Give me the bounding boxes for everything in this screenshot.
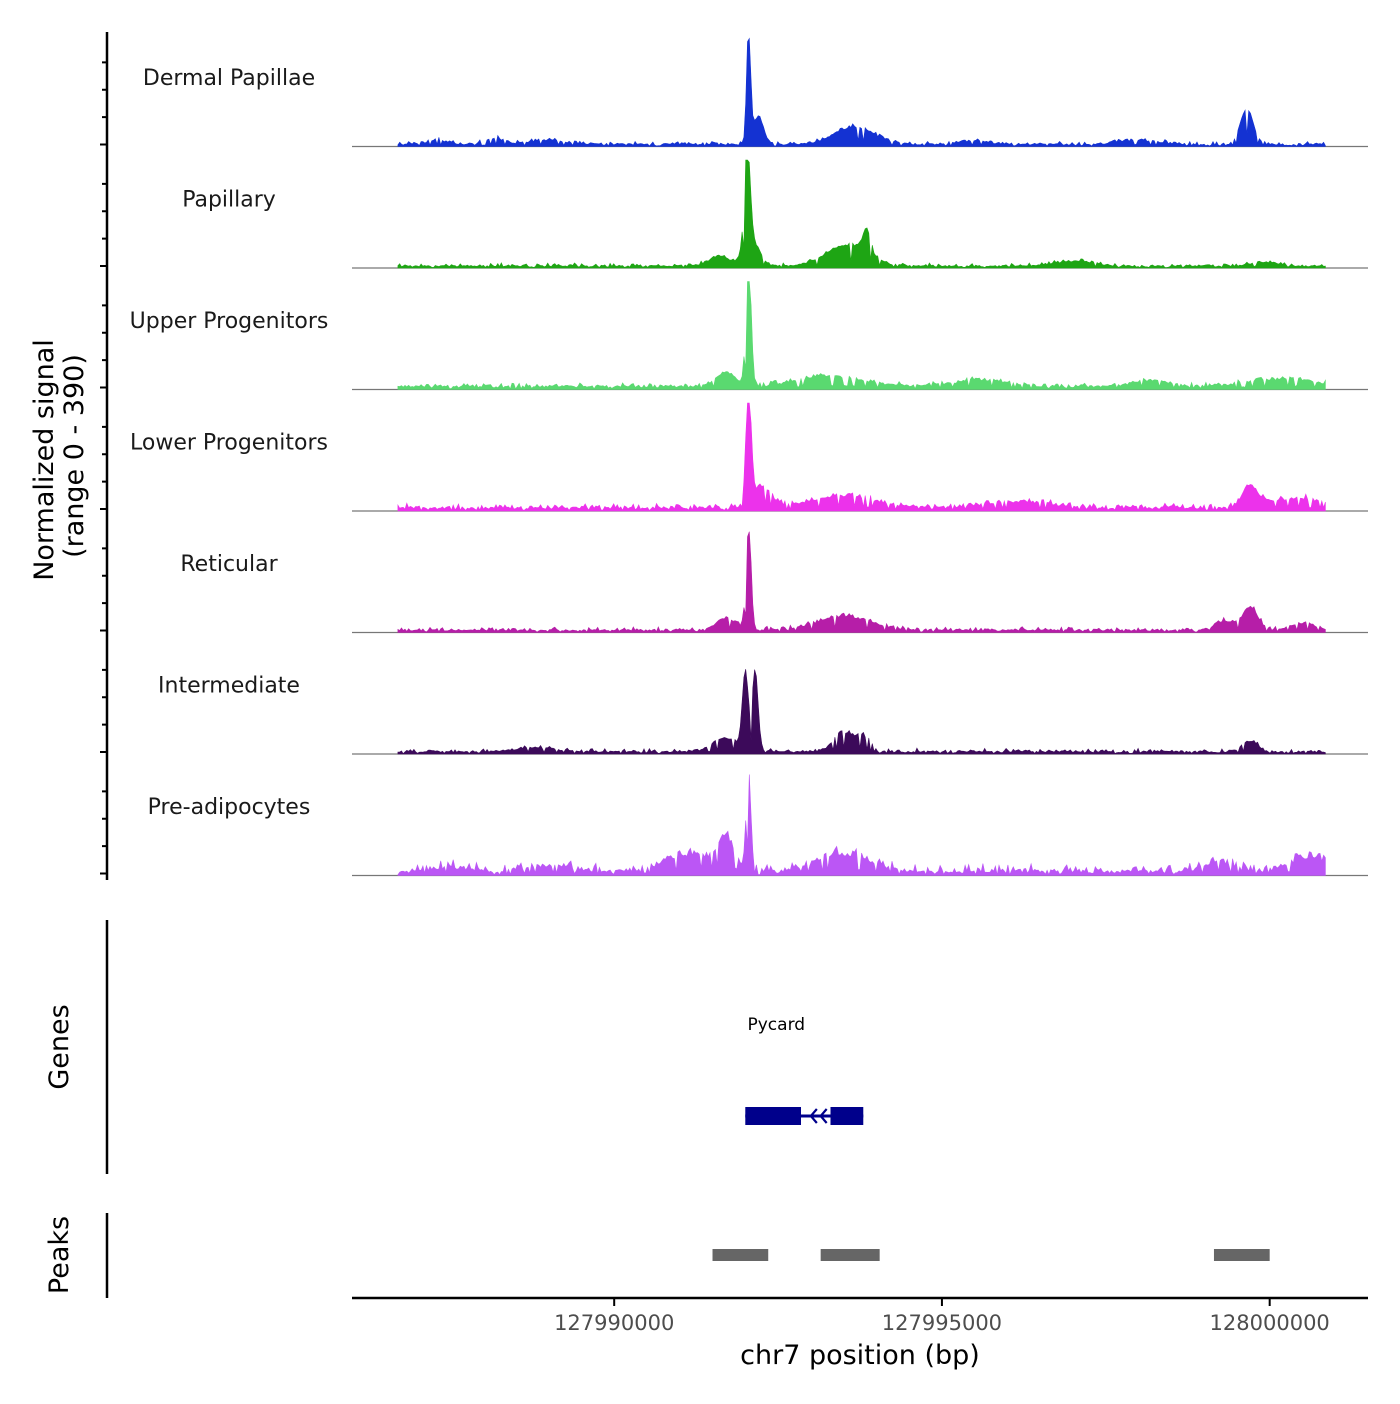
track-label: Dermal Papillae [143, 66, 315, 91]
signal-track-3: Upper Progenitors [130, 281, 1368, 391]
signal-y-axis [100, 32, 109, 880]
peak-track: Peaks [44, 1213, 1270, 1298]
gene-exon [830, 1107, 864, 1125]
signal-area [397, 281, 1326, 390]
y-axis-title-line1: Normalized signal [29, 339, 60, 581]
signal-track-6: Intermediate [158, 669, 1368, 755]
gene-track-label: Genes [44, 1004, 75, 1089]
x-tick-label: 127995000 [882, 1311, 1002, 1335]
y-axis-title-line2: (range 0 - 390) [59, 354, 90, 558]
signal-area [397, 669, 1326, 755]
signal-area [397, 531, 1326, 633]
track-label: Reticular [180, 552, 278, 577]
signal-area [397, 37, 1326, 147]
track-label: Intermediate [158, 674, 300, 699]
track-label: Papillary [182, 188, 276, 213]
signal-track-4: Lower Progenitors [130, 402, 1368, 512]
signal-area [397, 159, 1326, 269]
signal-track-7: Pre-adipocytes [148, 774, 1368, 877]
gene-track: Genes Pycard [44, 920, 864, 1174]
x-axis-title: chr7 position (bp) [740, 1340, 980, 1371]
x-tick-label: 127990000 [554, 1311, 674, 1335]
strand-arrow [819, 1108, 828, 1124]
gene-name-label: Pycard [748, 1015, 806, 1035]
signal-area [397, 774, 1326, 876]
signal-track-1: Dermal Papillae [143, 37, 1368, 148]
signal-area [397, 402, 1326, 512]
gene-pycard: Pycard [745, 1015, 864, 1125]
signal-track-5: Reticular [180, 531, 1368, 634]
track-label: Lower Progenitors [130, 431, 328, 456]
x-axis: chr7 position (bp) 127990000 127995000 128… [352, 1296, 1368, 1371]
signal-tracks: Dermal Papillae Papillary Upper Progenitor… [130, 37, 1368, 877]
peak-region [1213, 1249, 1270, 1261]
peak-region [712, 1249, 769, 1261]
track-label: Upper Progenitors [130, 309, 329, 334]
strand-arrow [809, 1108, 818, 1124]
x-tick-label: 128000000 [1210, 1311, 1330, 1335]
peak-track-label: Peaks [44, 1216, 75, 1294]
gene-exon [745, 1107, 802, 1125]
track-label: Pre-adipocytes [148, 795, 311, 820]
peak-region [820, 1249, 880, 1261]
signal-track-2: Papillary [182, 159, 1368, 269]
